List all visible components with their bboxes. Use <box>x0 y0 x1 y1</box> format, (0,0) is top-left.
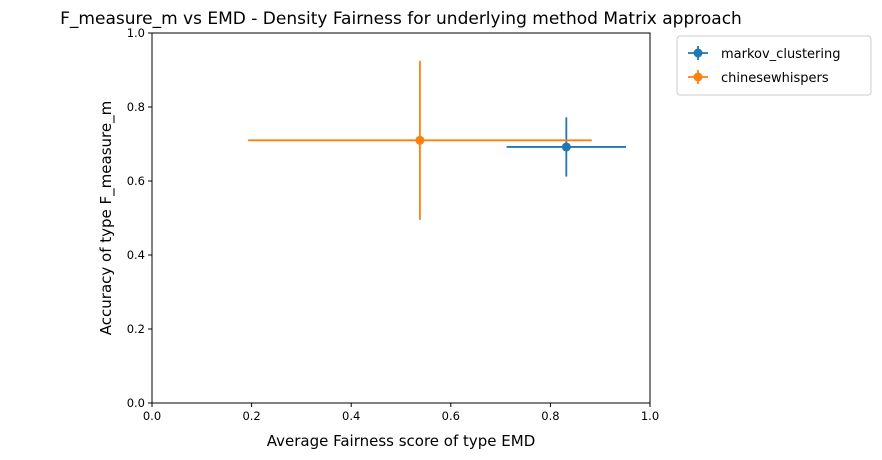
y-tick-label: 0.4 <box>127 248 145 262</box>
y-tick-label: 1.0 <box>127 26 145 40</box>
y-tick-label: 0.6 <box>127 174 145 188</box>
x-axis-ticks: 0.0 0.2 0.4 0.6 0.8 1.0 <box>143 403 659 423</box>
axes-frame <box>151 32 651 404</box>
legend-entry: chinesewhispers <box>688 70 829 86</box>
legend-marker-dot <box>693 72 703 82</box>
y-tick-label: 0.2 <box>127 322 145 336</box>
legend-box <box>676 35 872 96</box>
y-axis-label: Accuracy of type F_measure_m <box>97 101 116 335</box>
data-point <box>415 135 425 145</box>
legend: markov_clustering chinesewhispers <box>676 35 872 96</box>
x-tick-label: 0.0 <box>143 409 161 423</box>
series-layer <box>248 60 627 220</box>
legend-marker-dot <box>693 48 703 58</box>
legend-entry: markov_clustering <box>688 46 841 62</box>
y-tick-label: 0.0 <box>127 396 145 410</box>
x-tick-label: 1.0 <box>641 409 659 423</box>
x-axis-label: Average Fairness score of type EMD <box>267 432 536 450</box>
y-axis-ticks: 0.0 0.2 0.4 0.6 0.8 1.0 <box>127 26 152 410</box>
plot-area <box>151 32 651 404</box>
y-tick-label: 0.8 <box>127 100 145 114</box>
legend-label: markov_clustering <box>721 47 841 62</box>
x-tick-label: 0.4 <box>342 409 360 423</box>
legend-label: chinesewhispers <box>721 71 829 86</box>
data-point <box>561 142 571 152</box>
series-markov_clustering <box>506 117 627 177</box>
chart-title: F_measure_m vs EMD - Density Fairness fo… <box>60 9 742 29</box>
series-chinesewhispers <box>248 60 592 220</box>
x-tick-label: 0.2 <box>242 409 260 423</box>
x-tick-label: 0.8 <box>541 409 559 423</box>
x-tick-label: 0.6 <box>442 409 460 423</box>
